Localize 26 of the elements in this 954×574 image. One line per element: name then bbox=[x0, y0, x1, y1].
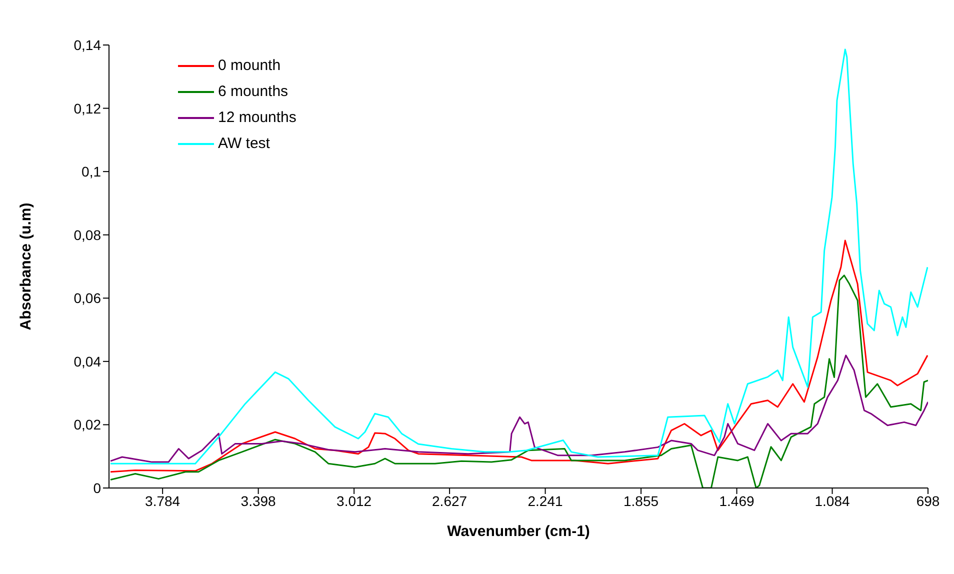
x-tick-label: 3.012 bbox=[336, 492, 372, 509]
x-axis-title: Wavenumber (cm-1) bbox=[447, 523, 590, 540]
y-tick-label: 0,14 bbox=[74, 36, 102, 53]
line-series bbox=[110, 354, 928, 463]
y-axis-title: Absorbance (u.m) bbox=[17, 202, 34, 330]
y-tick-label: 0,12 bbox=[74, 100, 102, 116]
y-tick-label: 0,1 bbox=[82, 164, 102, 180]
line-series bbox=[110, 48, 928, 464]
legend-label: 0 mounth bbox=[218, 56, 281, 76]
y-tick-label: 0,04 bbox=[74, 353, 102, 370]
x-tick-label: 1.084 bbox=[814, 492, 850, 509]
legend-label: AW test bbox=[218, 134, 270, 154]
x-tick-label: 2.241 bbox=[528, 492, 564, 509]
y-tick-label: 0,02 bbox=[74, 416, 102, 433]
x-tick-label: 3.784 bbox=[145, 492, 180, 509]
legend-label: 6 mounths bbox=[218, 82, 288, 102]
x-tick-label: 1.855 bbox=[624, 492, 659, 509]
y-tick-label: 0,06 bbox=[74, 290, 102, 306]
y-tick-label: 0,08 bbox=[74, 226, 102, 243]
legend-label: 12 mounths bbox=[218, 108, 296, 128]
x-tick-label: 2.627 bbox=[432, 492, 468, 509]
x-tick-label: 698 bbox=[916, 492, 940, 509]
x-tick-label: 1.469 bbox=[719, 492, 754, 509]
y-tick-label: 0 bbox=[93, 480, 102, 496]
line-series bbox=[110, 240, 928, 473]
x-tick-label: 3.398 bbox=[240, 492, 276, 509]
